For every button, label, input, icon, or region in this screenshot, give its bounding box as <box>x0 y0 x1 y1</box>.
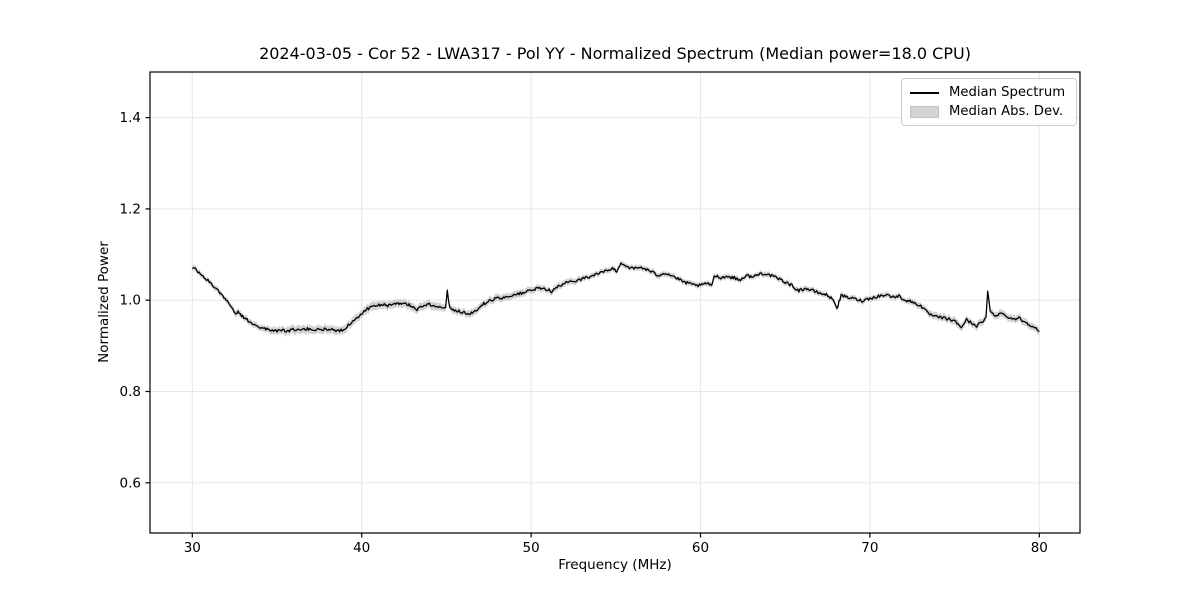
legend-line-swatch <box>910 91 939 94</box>
x-tick-label: 80 <box>1031 540 1048 556</box>
legend-label: Median Spectrum <box>949 85 1066 100</box>
median-spectrum-line <box>191 262 1040 333</box>
y-tick-label: 1.2 <box>120 201 141 217</box>
legend-patch-swatch <box>910 105 939 118</box>
y-tick-label: 1.0 <box>120 293 141 309</box>
y-axis-label: Normalized Power <box>96 241 112 363</box>
y-tick-label: 0.6 <box>120 475 141 491</box>
x-tick-label: 40 <box>353 540 370 556</box>
chart-title: 2024-03-05 - Cor 52 - LWA317 - Pol YY - … <box>259 44 971 63</box>
x-tick-label: 70 <box>861 540 878 556</box>
axes-border <box>149 71 1081 534</box>
x-axis-label: Frequency (MHz) <box>558 557 672 573</box>
x-tick-label: 60 <box>692 540 709 556</box>
x-tick-label: 50 <box>523 540 540 556</box>
legend-entry-median-abs-dev: Median Abs. Dev. <box>910 102 1070 121</box>
grid-lines <box>150 72 1080 533</box>
x-tick-label: 30 <box>184 540 201 556</box>
axis-ticks: 30 40 50 60 70 80 0.6 0.8 1.0 1.2 1.4 <box>120 110 1048 556</box>
legend-entry-median-spectrum: Median Spectrum <box>910 83 1070 102</box>
y-tick-label: 1.4 <box>120 110 141 126</box>
y-tick-label: 0.8 <box>120 384 141 400</box>
legend-label: Median Abs. Dev. <box>949 104 1064 119</box>
legend-box: Median Spectrum Median Abs. Dev. <box>901 78 1077 126</box>
